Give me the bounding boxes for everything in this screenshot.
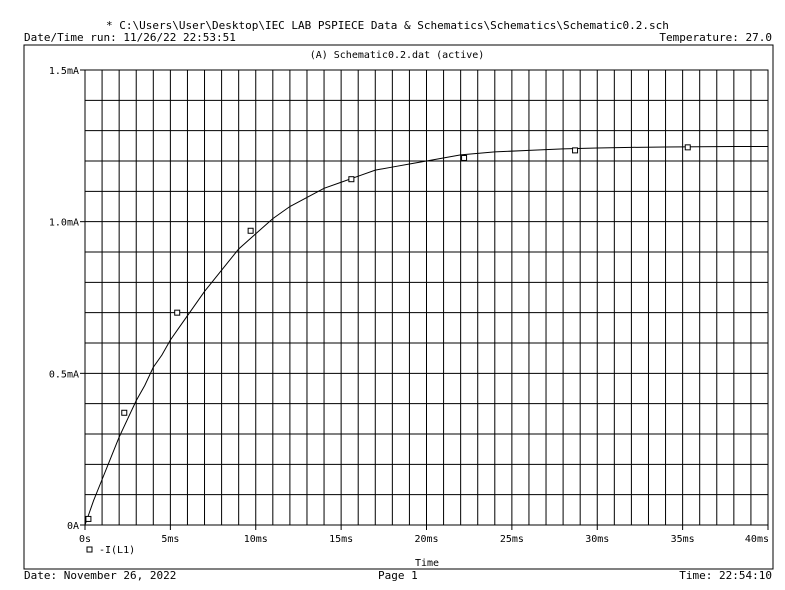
series-current-il1 [84, 144, 768, 526]
x-axis-ticks: 0s 5ms 10ms 15ms 20ms 25ms 30ms 35ms 40ms [79, 525, 769, 545]
y-axis-ticks: 0A 0.5mA 1.0mA 1.5mA [49, 66, 85, 532]
series-marker [85, 515, 92, 522]
x-tick-label: 5ms [161, 534, 179, 545]
x-axis-label: Time [415, 558, 439, 569]
plot-grid [85, 70, 768, 525]
series-marker [684, 144, 691, 151]
series-line [84, 145, 768, 526]
schematic-file-path: * C:\Users\User\Desktop\IEC LAB PSPIECE … [106, 19, 669, 32]
y-tick-label: 0A [67, 521, 79, 532]
legend-label: -I(L1) [99, 545, 135, 556]
series-marker [247, 227, 254, 234]
y-tick-label: 1.0mA [49, 218, 79, 229]
x-tick-label: 25ms [500, 534, 524, 545]
x-tick-label: 40ms [745, 534, 769, 545]
series-marker [121, 409, 128, 416]
series-marker [174, 309, 181, 316]
x-tick-label: 30ms [585, 534, 609, 545]
footer-page: Page 1 [378, 569, 418, 582]
x-tick-label: 10ms [244, 534, 268, 545]
x-tick-label: 20ms [414, 534, 438, 545]
x-tick-label: 0s [79, 534, 91, 545]
footer-time: Time: 22:54:10 [679, 569, 772, 582]
outer-frame [23, 44, 774, 570]
footer-date: Date: November 26, 2022 [24, 569, 177, 582]
x-tick-label: 35ms [671, 534, 695, 545]
series-marker [348, 176, 355, 183]
run-datetime: Date/Time run: 11/26/22 22:53:51 [24, 31, 236, 44]
y-tick-label: 1.5mA [49, 66, 79, 77]
chart-title: (A) Schematic0.2.dat (active) [310, 50, 485, 61]
series-marker [461, 154, 468, 161]
x-tick-label: 15ms [329, 534, 353, 545]
series-marker [572, 147, 579, 154]
y-tick-label: 0.5mA [49, 369, 79, 380]
legend-marker-icon [86, 546, 93, 553]
temperature: Temperature: 27.0 [659, 31, 772, 44]
